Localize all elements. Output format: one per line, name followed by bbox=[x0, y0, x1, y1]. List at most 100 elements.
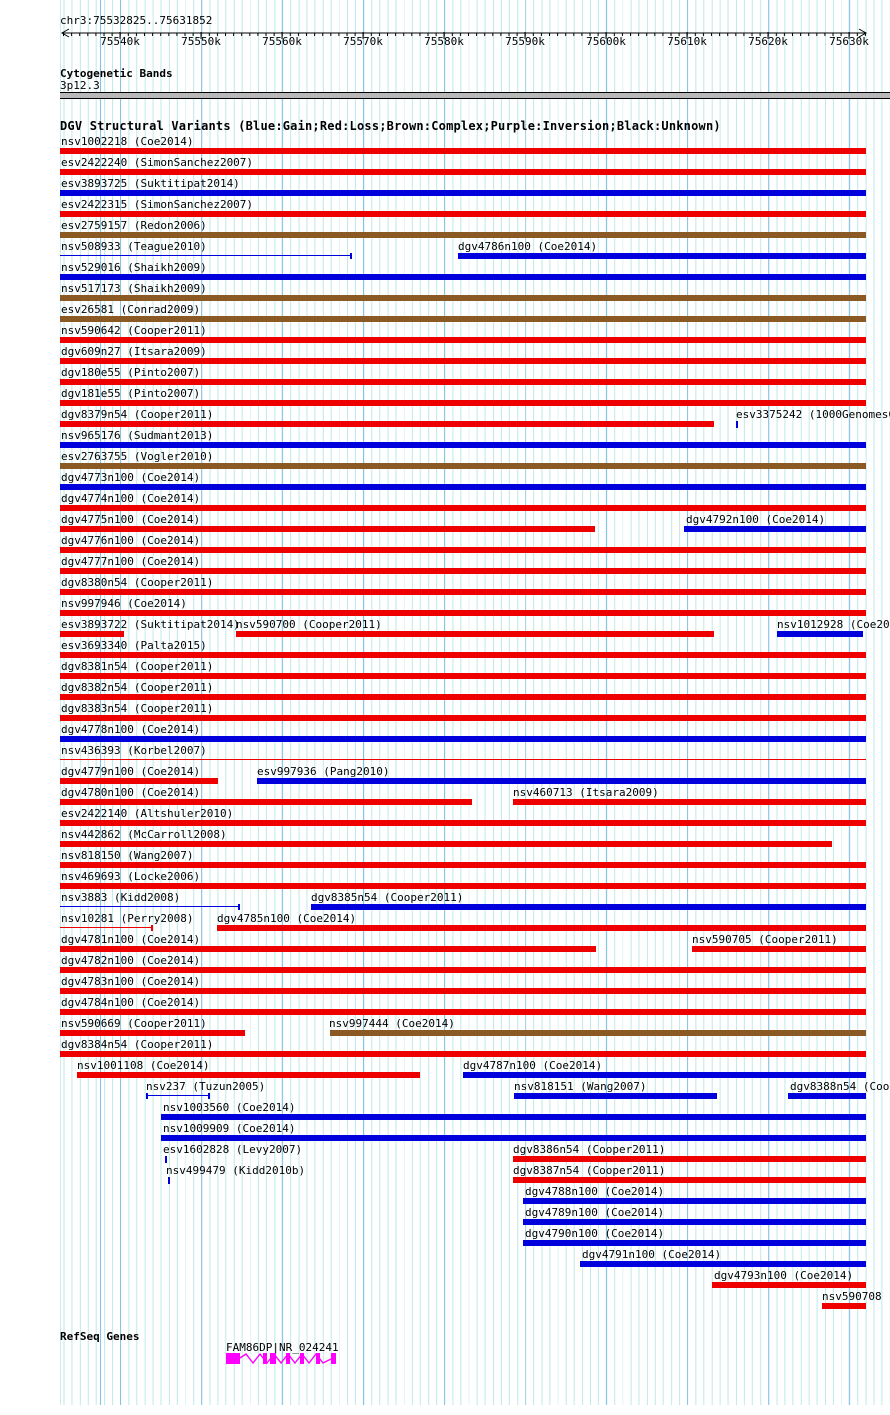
variant-bar[interactable] bbox=[60, 799, 472, 805]
variant-bar[interactable] bbox=[60, 295, 866, 301]
variant-label[interactable]: dgv8381n54 (Cooper2011) bbox=[61, 660, 214, 673]
variant-label[interactable]: dgv4779n100 (Coe2014) bbox=[61, 765, 201, 778]
variant-bar[interactable] bbox=[60, 820, 866, 826]
variant-span-line[interactable] bbox=[146, 1095, 210, 1096]
variant-label[interactable]: nsv997946 (Coe2014) bbox=[61, 597, 187, 610]
variant-span-line[interactable] bbox=[60, 906, 240, 907]
variant-label[interactable]: dgv8384n54 (Cooper2011) bbox=[61, 1038, 214, 1051]
variant-label[interactable]: nsv1012928 (Coe2014 bbox=[777, 618, 890, 631]
variant-label[interactable]: nsv590669 (Cooper2011) bbox=[61, 1017, 207, 1030]
variant-label[interactable]: dgv4777n100 (Coe2014) bbox=[61, 555, 201, 568]
variant-label[interactable]: dgv181e55 (Pinto2007) bbox=[61, 387, 201, 400]
variant-bar[interactable] bbox=[523, 1198, 866, 1204]
variant-bar[interactable] bbox=[60, 862, 866, 868]
variant-span-line[interactable] bbox=[60, 759, 866, 760]
variant-label[interactable]: dgv4781n100 (Coe2014) bbox=[61, 933, 201, 946]
variant-label[interactable]: dgv4788n100 (Coe2014) bbox=[525, 1185, 665, 1198]
variant-bar[interactable] bbox=[161, 1114, 866, 1120]
variant-label[interactable]: nsv442862 (McCarroll2008) bbox=[61, 828, 227, 841]
variant-label[interactable]: nsv1001108 (Coe2014) bbox=[77, 1059, 210, 1072]
variant-label[interactable]: dgv8386n54 (Cooper2011) bbox=[513, 1143, 666, 1156]
variant-label[interactable]: dgv180e55 (Pinto2007) bbox=[61, 366, 201, 379]
variant-bar[interactable] bbox=[513, 1156, 866, 1162]
variant-label[interactable]: dgv4790n100 (Coe2014) bbox=[525, 1227, 665, 1240]
variant-label[interactable]: dgv4786n100 (Coe2014) bbox=[458, 240, 598, 253]
variant-bar[interactable] bbox=[60, 988, 866, 994]
variant-bar[interactable] bbox=[684, 526, 866, 532]
variant-label[interactable]: dgv4785n100 (Coe2014) bbox=[217, 912, 357, 925]
variant-label[interactable]: esv2759157 (Redon2006) bbox=[61, 219, 207, 232]
variant-bar[interactable] bbox=[311, 904, 866, 910]
variant-label[interactable]: esv3375242 (1000GenomesCor bbox=[736, 408, 890, 421]
variant-bar[interactable] bbox=[161, 1135, 866, 1141]
variant-bar[interactable] bbox=[60, 169, 866, 175]
variant-label[interactable]: dgv4783n100 (Coe2014) bbox=[61, 975, 201, 988]
variant-label[interactable]: nsv460713 (Itsara2009) bbox=[513, 786, 659, 799]
variant-label[interactable]: nsv590700 (Cooper2011) bbox=[236, 618, 382, 631]
variant-label[interactable]: nsv508933 (Teague2010) bbox=[61, 240, 207, 253]
variant-label[interactable]: dgv8379n54 (Cooper2011) bbox=[61, 408, 214, 421]
variant-bar[interactable] bbox=[60, 232, 866, 238]
variant-bar[interactable] bbox=[60, 673, 866, 679]
variant-label[interactable]: dgv8383n54 (Cooper2011) bbox=[61, 702, 214, 715]
variant-bar[interactable] bbox=[217, 925, 866, 931]
variant-bar[interactable] bbox=[60, 463, 866, 469]
variant-label[interactable]: dgv609n27 (Itsara2009) bbox=[61, 345, 207, 358]
variant-bar[interactable] bbox=[236, 631, 714, 637]
variant-label[interactable]: dgv4775n100 (Coe2014) bbox=[61, 513, 201, 526]
variant-label[interactable]: nsv237 (Tuzun2005) bbox=[146, 1080, 266, 1093]
variant-bar[interactable] bbox=[523, 1240, 866, 1246]
variant-label[interactable]: dgv4774n100 (Coe2014) bbox=[61, 492, 201, 505]
variant-bar[interactable] bbox=[60, 190, 866, 196]
variant-label[interactable]: esv997936 (Pang2010) bbox=[257, 765, 390, 778]
variant-span-line[interactable] bbox=[60, 255, 352, 256]
variant-label[interactable]: dgv4780n100 (Coe2014) bbox=[61, 786, 201, 799]
variant-point-marker[interactable] bbox=[736, 421, 738, 428]
variant-label[interactable]: nsv469693 (Locke2006) bbox=[61, 870, 201, 883]
variant-label[interactable]: nsv818150 (Wang2007) bbox=[61, 849, 194, 862]
variant-label[interactable]: nsv499479 (Kidd2010b) bbox=[166, 1164, 306, 1177]
variant-label[interactable]: nsv1002218 (Coe2014) bbox=[61, 135, 194, 148]
variant-label[interactable]: nsv529016 (Shaikh2009) bbox=[61, 261, 207, 274]
variant-label[interactable]: esv2422140 (Altshuler2010) bbox=[61, 807, 234, 820]
variant-bar[interactable] bbox=[712, 1282, 866, 1288]
variant-label[interactable]: dgv4782n100 (Coe2014) bbox=[61, 954, 201, 967]
variant-label[interactable]: dgv4792n100 (Coe2014) bbox=[686, 513, 826, 526]
variant-label[interactable]: nsv436393 (Korbel2007) bbox=[61, 744, 207, 757]
variant-label[interactable]: nsv517173 (Shaikh2009) bbox=[61, 282, 207, 295]
variant-bar[interactable] bbox=[523, 1219, 866, 1225]
variant-bar[interactable] bbox=[513, 1177, 866, 1183]
variant-label[interactable]: dgv4776n100 (Coe2014) bbox=[61, 534, 201, 547]
variant-bar[interactable] bbox=[580, 1261, 866, 1267]
variant-label[interactable]: dgv4791n100 (Coe2014) bbox=[582, 1248, 722, 1261]
variant-label[interactable]: dgv8385n54 (Cooper2011) bbox=[311, 891, 464, 904]
variant-bar[interactable] bbox=[77, 1072, 420, 1078]
cytoband-bar[interactable] bbox=[60, 92, 890, 99]
gene-label[interactable]: FAM86DP|NR_024241 bbox=[226, 1341, 339, 1354]
variant-bar[interactable] bbox=[458, 253, 866, 259]
variant-bar[interactable] bbox=[692, 946, 866, 952]
variant-bar[interactable] bbox=[60, 148, 866, 154]
variant-label[interactable]: esv2422240 (SimonSanchez2007) bbox=[61, 156, 254, 169]
variant-bar[interactable] bbox=[60, 1051, 866, 1057]
gene-glyph[interactable] bbox=[226, 1352, 336, 1365]
variant-bar[interactable] bbox=[60, 442, 866, 448]
variant-bar[interactable] bbox=[60, 1009, 866, 1015]
variant-bar[interactable] bbox=[513, 799, 866, 805]
variant-bar[interactable] bbox=[60, 421, 714, 427]
variant-label[interactable]: esv1602828 (Levy2007) bbox=[163, 1143, 303, 1156]
variant-label[interactable]: nsv590705 (Cooper2011) bbox=[692, 933, 838, 946]
variant-label[interactable]: dgv4793n100 (Coe2014) bbox=[714, 1269, 854, 1282]
variant-bar[interactable] bbox=[60, 841, 832, 847]
variant-bar[interactable] bbox=[60, 526, 595, 532]
variant-label[interactable]: nsv997444 (Coe2014) bbox=[329, 1017, 455, 1030]
variant-bar[interactable] bbox=[514, 1093, 717, 1099]
variant-bar[interactable] bbox=[60, 274, 866, 280]
variant-span-line[interactable] bbox=[60, 927, 153, 928]
variant-label[interactable]: esv3893722 (Suktitipat2014) bbox=[61, 618, 240, 631]
variant-label[interactable]: nsv590642 (Cooper2011) bbox=[61, 324, 207, 337]
variant-bar[interactable] bbox=[463, 1072, 866, 1078]
variant-bar[interactable] bbox=[60, 715, 866, 721]
variant-bar[interactable] bbox=[257, 778, 866, 784]
variant-label[interactable]: dgv4778n100 (Coe2014) bbox=[61, 723, 201, 736]
